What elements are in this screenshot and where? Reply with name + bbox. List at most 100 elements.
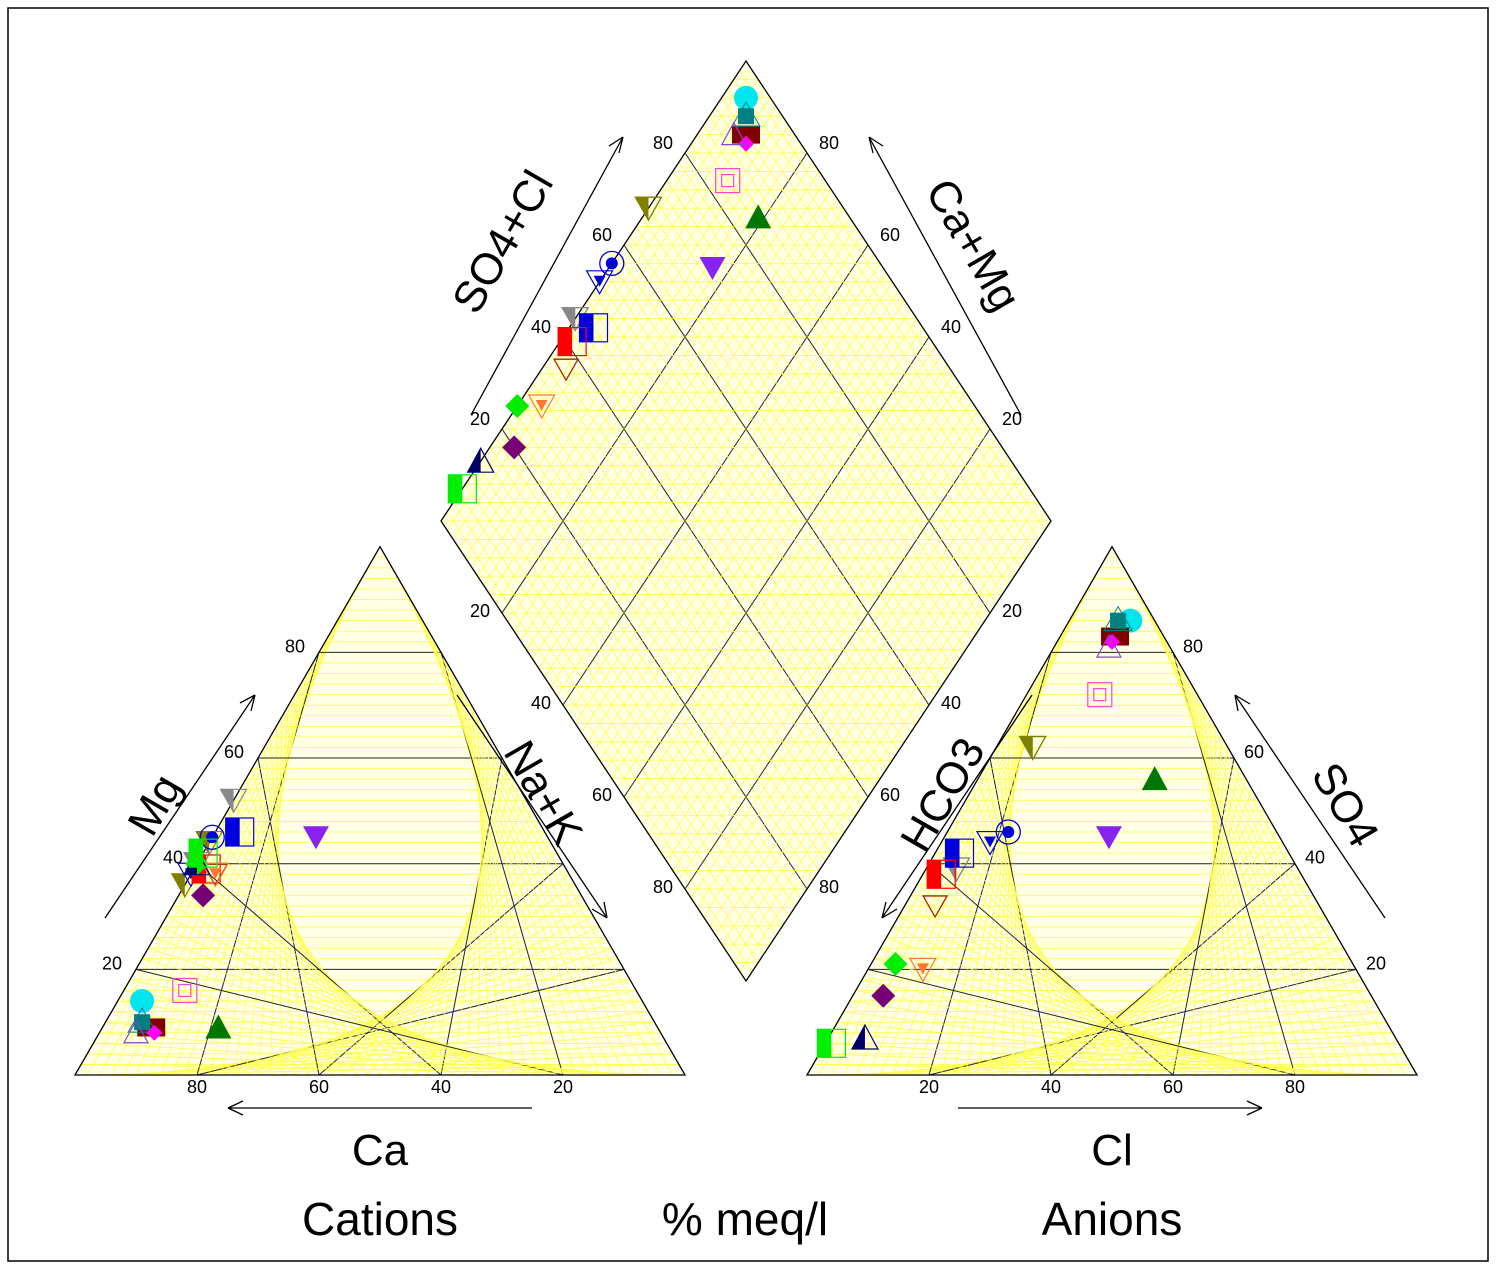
sample-marker-diamond (585, 270, 614, 296)
sample-marker-cation (225, 817, 255, 847)
cation-left-tick-label: 20 (102, 953, 122, 973)
nak-arrow (456, 694, 608, 919)
cation-triangle-grid-line (81, 1064, 673, 1076)
anion-triangle-grid-line (825, 1042, 1381, 1076)
anion-triangle-grid-line (1111, 810, 1265, 1076)
anion-right-tick-label: 80 (1183, 636, 1203, 656)
cation-bottom-tick-label: 20 (553, 1077, 573, 1097)
sample-marker-diamond (505, 394, 530, 418)
hco3-arrow (881, 694, 1033, 919)
diamond-grid-line (709, 115, 1015, 577)
sample-marker-anion (908, 957, 937, 983)
cation-triangle-grid-line (99, 1032, 637, 1076)
cation-triangle-grid-line (452, 747, 497, 1076)
diamond-grid-line (733, 502, 1040, 963)
cation-bottom-axis-label: Ca (352, 1126, 409, 1175)
anion-triangle-grid-line (1136, 789, 1253, 1076)
cation-left-tick-label: 40 (163, 848, 183, 868)
anion-triangle-grid-line (898, 916, 1235, 1076)
sample-marker-diamond (731, 101, 761, 127)
mg-arrow (104, 694, 256, 919)
sample-marker-cation (130, 989, 155, 1014)
anion-triangle-grid-line (1142, 599, 1357, 1076)
cation-triangle-grid-line (428, 768, 509, 1076)
anions-caption: Anions (1042, 1193, 1183, 1245)
sample-marker-cation (146, 1024, 163, 1041)
diamond-grid-line (648, 207, 954, 669)
sample-marker-diamond (447, 474, 477, 504)
cation-triangle-grid-line (471, 705, 503, 1076)
anion-triangle-grid-line (922, 873, 1186, 1076)
sample-marker-diamond (527, 394, 556, 420)
sample-marker-diamond (599, 250, 625, 277)
cation-triangle-grid-line (208, 842, 417, 1076)
cation-triangle-grid-line (404, 588, 637, 1076)
sample-marker-anion (1095, 826, 1122, 850)
diamond-lower-right-tick-label: 80 (819, 877, 839, 897)
cation-triangle-grid-line (416, 609, 613, 1076)
diamond-grid-line (684, 152, 991, 614)
sample-marker-diamond (732, 125, 760, 144)
ca-arrow (227, 1100, 532, 1116)
anion-triangle-grid-line (940, 842, 1149, 1076)
anion-triangle-grid-line (831, 1032, 1369, 1076)
sample-marker-anion (883, 952, 908, 977)
cation-triangle-grid-line (227, 810, 381, 1076)
sample-marker-diamond (557, 327, 587, 357)
anion-triangle-grid-line (1148, 779, 1247, 1076)
diamond-lower-right-tick-label: 20 (1002, 601, 1022, 621)
sample-marker-diamond (502, 435, 527, 460)
diamond-upper-left-tick-label: 20 (470, 409, 490, 429)
sample-marker-cation (191, 883, 216, 908)
sample-markers (122, 85, 1168, 1058)
cation-triangle-grid-line (458, 684, 527, 1076)
sample-marker-anion (1018, 735, 1047, 761)
anion-triangle-grid-line (1209, 715, 1223, 1076)
anion-triangle-grid-line (1117, 557, 1406, 1076)
anion-triangle-grid-line (1203, 705, 1235, 1076)
sample-marker-anion (926, 859, 956, 889)
cation-triangle-grid-line (196, 863, 442, 1076)
cation-triangle-grid-line (93, 1042, 649, 1076)
diamond-grid-line (611, 263, 918, 724)
anion-triangle-grid-line (946, 831, 1137, 1076)
sample-marker-cation (219, 788, 248, 814)
anion-triangle-grid-line (934, 852, 1162, 1076)
sample-marker-anion (850, 1023, 879, 1050)
diamond-upper-left-tick-label: 60 (592, 225, 612, 245)
anion-bottom-axis-label: Cl (1091, 1126, 1133, 1175)
diamond-upper-left-tick-label: 80 (653, 133, 673, 153)
diamond-grid-line (709, 465, 1015, 927)
anion-triangle-grid-line (886, 937, 1259, 1076)
anion-triangle-frame (805, 545, 1419, 1076)
anion-triangle-grid-line (904, 905, 1222, 1076)
diamond-grid-line (672, 171, 979, 632)
cation-left-tick-label: 80 (285, 636, 305, 656)
cation-triangle-grid-line (477, 726, 485, 1076)
anion-bottom-tick-label: 40 (1041, 1077, 1061, 1097)
cation-triangle-grid-line (105, 1021, 625, 1076)
cation-triangle-grid-line (154, 937, 527, 1076)
sample-marker-diamond (634, 196, 663, 222)
sample-marker-anion (921, 895, 949, 919)
cation-triangle-grid-line (385, 557, 674, 1076)
cation-triangle-grid-line (178, 895, 478, 1076)
cation-bottom-tick-label: 60 (309, 1077, 329, 1097)
diamond-lower-left-tick-label: 60 (592, 785, 612, 805)
anion-bottom-tick-label: 60 (1163, 1077, 1183, 1097)
sample-marker-diamond (715, 168, 741, 194)
diamond-frame (440, 59, 1052, 983)
anion-triangle-grid-line (892, 926, 1247, 1076)
sample-marker-cation (188, 838, 218, 868)
diamond-upper-right-tick-label: 40 (941, 317, 961, 337)
diamond-grid-line (721, 97, 1027, 559)
cation-triangle-grid-line (422, 620, 600, 1076)
cations-caption: Cations (302, 1193, 458, 1245)
anion-triangle-grid-line (928, 863, 1174, 1076)
cation-triangle-frame (73, 545, 687, 1076)
sample-marker-anion (1103, 605, 1133, 632)
sample-marker-cation (172, 977, 198, 1004)
sample-marker-diamond (552, 358, 580, 382)
cation-triangle-grid-line (404, 789, 521, 1076)
